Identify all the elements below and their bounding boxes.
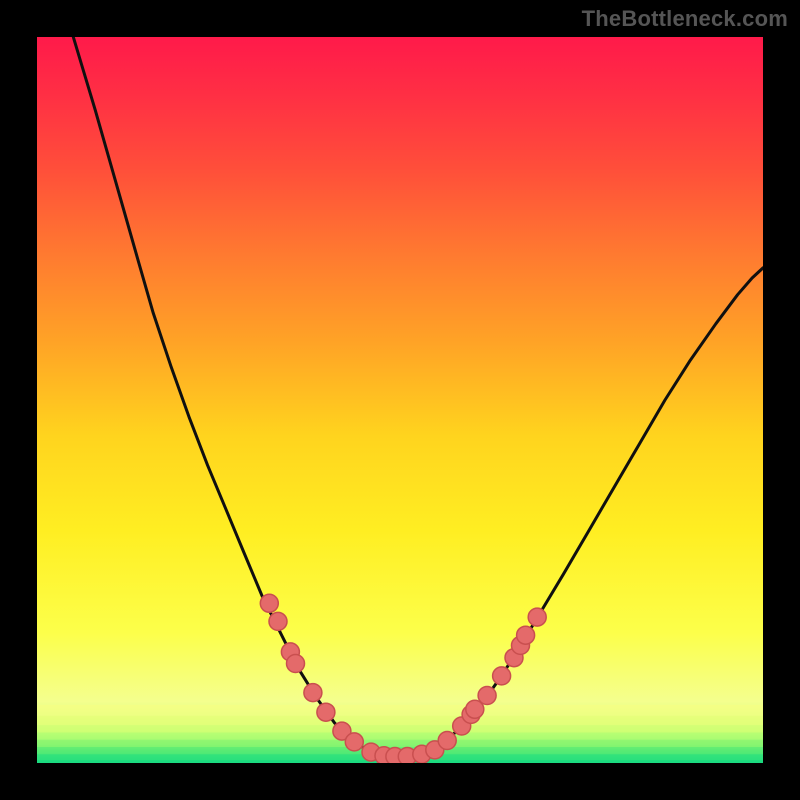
- chart-frame: TheBottleneck.com: [0, 0, 800, 800]
- marker-point: [260, 594, 278, 612]
- marker-point: [528, 608, 546, 626]
- marker-point: [317, 703, 335, 721]
- gradient-background: [37, 37, 763, 763]
- marker-point: [517, 626, 535, 644]
- marker-point: [478, 687, 496, 705]
- marker-point: [438, 732, 456, 750]
- watermark-text: TheBottleneck.com: [582, 6, 788, 32]
- marker-point: [287, 655, 305, 673]
- marker-point: [304, 684, 322, 702]
- marker-point: [493, 667, 511, 685]
- marker-point: [345, 733, 363, 751]
- marker-point: [269, 612, 287, 630]
- plot-area: [37, 37, 763, 763]
